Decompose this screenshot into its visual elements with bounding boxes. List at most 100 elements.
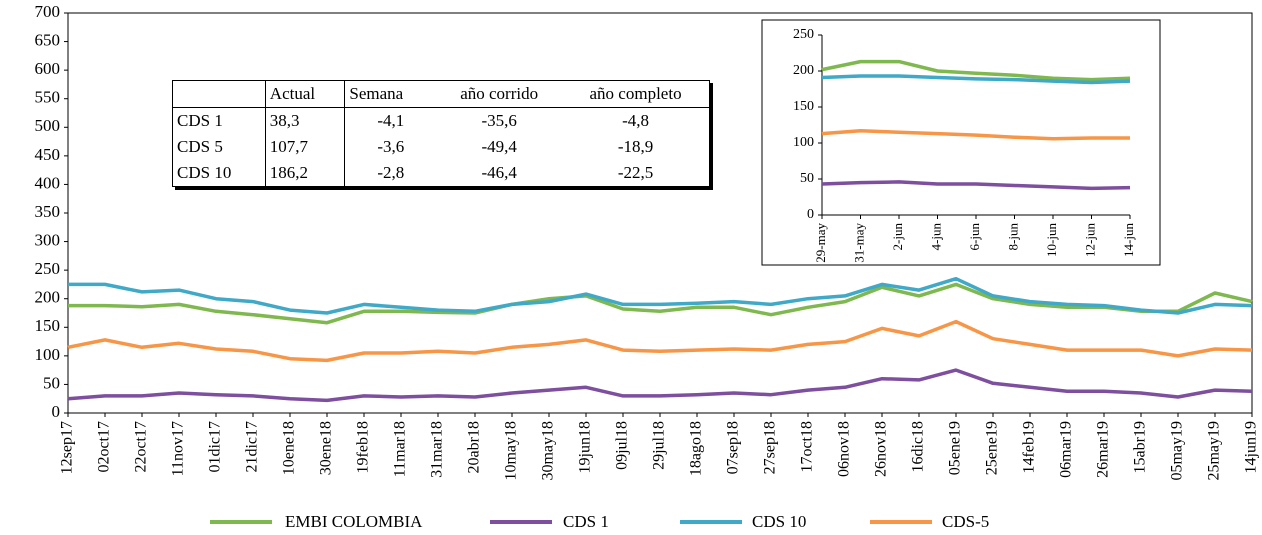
- series-line: [821, 74, 1131, 85]
- table-cell: -3,6: [377, 137, 405, 156]
- y-tick-label: 550: [35, 88, 61, 107]
- y-tick-label: 350: [35, 202, 61, 221]
- series-line: [68, 282, 1253, 325]
- x-tick-label: 10-jun: [1044, 223, 1059, 257]
- x-tick-label: 21dic17: [244, 421, 261, 473]
- x-tick-label: 20abr18: [466, 421, 483, 473]
- table-cell: -49,4: [481, 137, 517, 156]
- y-tick-label: 600: [35, 59, 61, 78]
- y-tick-label: 100: [35, 345, 61, 364]
- header-cell: Actual: [265, 80, 346, 108]
- x-tick-label: 11mar18: [392, 421, 409, 477]
- x-tick-label: 2-jun: [890, 223, 905, 251]
- table-row: CDS 10 186,2 -2,8 -46,4 -22,5: [172, 160, 710, 187]
- x-tick-label: 17oct18: [799, 421, 816, 473]
- x-tick-label: 11nov17: [170, 421, 187, 476]
- legend-label: CDS-5: [942, 512, 989, 531]
- x-tick-label: 4-jun: [928, 223, 943, 251]
- x-tick-label: 29jul18: [651, 421, 668, 470]
- x-tick-label: 06nov18: [836, 421, 853, 477]
- x-tick-label: 16dic18: [910, 421, 927, 473]
- series-line: [821, 59, 1131, 82]
- x-tick-label: 19feb18: [355, 421, 372, 473]
- y-tick-label: 250: [793, 27, 814, 42]
- inset-frame: [761, 19, 1161, 266]
- x-tick-label: 30ene18: [318, 421, 335, 475]
- y-tick-label: 400: [35, 173, 61, 192]
- legend-label: CDS 1: [563, 512, 609, 531]
- x-tick-label: 06mar19: [1058, 421, 1075, 478]
- series-line: [821, 129, 1130, 141]
- y-tick-label: 200: [35, 288, 61, 307]
- x-tick-label: 18ago18: [688, 421, 705, 476]
- table-cell: -4,1: [377, 111, 405, 130]
- series-line: [67, 368, 1253, 403]
- table-cell: CDS 1: [172, 107, 266, 134]
- series-line: [67, 319, 1253, 363]
- table-cell: -46,4: [481, 163, 517, 182]
- x-tick-label: 31-may: [851, 223, 866, 263]
- y-tick-label: 450: [35, 145, 61, 164]
- x-tick-label: 12-jun: [1082, 223, 1097, 257]
- legend-label: CDS 10: [752, 512, 806, 531]
- table-row: CDS 1 38,3 -4,1 -35,6 -4,8: [172, 107, 710, 134]
- header-cell: año completo: [562, 80, 710, 108]
- series-line: [68, 276, 1253, 315]
- y-tick-label: 300: [35, 230, 61, 249]
- x-tick-label: 05ene19: [947, 421, 964, 475]
- x-tick-label: 10ene18: [281, 421, 298, 475]
- x-tick-label: 26nov18: [873, 421, 890, 477]
- summary-table: Actual Semana año corrido año completo C…: [172, 80, 710, 187]
- y-tick-label: 250: [35, 259, 61, 278]
- y-tick-label: 100: [793, 135, 814, 150]
- x-tick-label: 22oct17: [133, 421, 150, 473]
- x-tick-label: 19jun18: [577, 421, 594, 473]
- y-tick-label: 200: [793, 63, 814, 78]
- x-tick-label: 01dic17: [207, 421, 224, 473]
- legend-label: EMBI COLOMBIA: [285, 512, 423, 531]
- table-cell: -35,6: [481, 111, 517, 130]
- y-tick-label: 150: [793, 99, 814, 114]
- table-cell: -4,8: [622, 111, 649, 130]
- x-tick-label: 26mar19: [1095, 421, 1112, 478]
- series-line: [821, 180, 1131, 191]
- y-tick-label: 0: [52, 402, 61, 421]
- table-cell: CDS 5: [172, 134, 266, 160]
- x-tick-label: 25ene19: [984, 421, 1001, 475]
- x-tick-label: 05may19: [1169, 421, 1186, 481]
- table-cell: 186,2: [265, 160, 346, 187]
- y-tick-label: 700: [35, 2, 61, 21]
- x-tick-label: 27sep18: [762, 421, 779, 474]
- x-tick-label: 14jun19: [1243, 421, 1260, 473]
- header-cell: año corrido: [436, 80, 563, 108]
- x-tick-label: 8-jun: [1005, 223, 1020, 251]
- x-tick-label: 6-jun: [967, 223, 982, 251]
- x-tick-label: 10may18: [503, 421, 520, 481]
- table-cell: -2,8: [377, 163, 405, 182]
- table-cell: -18,9: [617, 137, 654, 156]
- x-tick-label: 29-may: [813, 223, 828, 263]
- x-tick-label: 02oct17: [96, 421, 113, 473]
- x-tick-label: 15abr19: [1132, 421, 1149, 473]
- y-tick-label: 50: [800, 171, 814, 186]
- x-tick-label: 25may19: [1206, 421, 1223, 481]
- x-tick-label: 07sep18: [725, 421, 742, 474]
- header-cell: Semana: [344, 80, 437, 108]
- table-header: Actual Semana año corrido año completo: [172, 80, 710, 108]
- x-tick-label: 31mar18: [429, 421, 446, 478]
- y-tick-label: 0: [807, 207, 814, 222]
- x-tick-label: 09jul18: [614, 421, 631, 470]
- x-tick-label: 14-jun: [1121, 223, 1136, 257]
- table-cell: 38,3: [265, 107, 346, 134]
- x-tick-label: 12sep17: [59, 421, 76, 474]
- x-tick-label: 14feb19: [1021, 421, 1038, 473]
- table-cell: 107,7: [265, 134, 346, 160]
- x-tick-label: 30may18: [540, 421, 557, 481]
- table-cell: CDS 10: [172, 160, 266, 187]
- table-row: CDS 5 107,7 -3,6 -49,4 -18,9: [172, 134, 710, 160]
- y-tick-label: 150: [35, 316, 61, 335]
- y-tick-label: 650: [35, 30, 61, 49]
